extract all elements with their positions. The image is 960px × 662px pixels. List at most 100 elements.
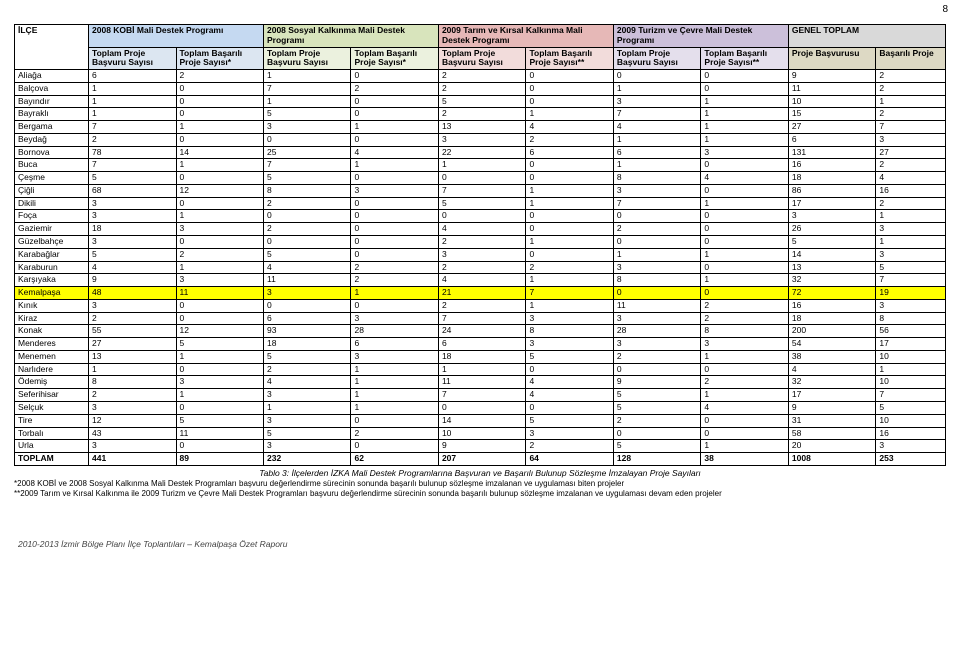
row-label: Kemalpaşa bbox=[15, 287, 89, 300]
row-label: Çeşme bbox=[15, 172, 89, 185]
cell: 2 bbox=[526, 440, 613, 453]
cell: 5 bbox=[613, 389, 700, 402]
cell: 3 bbox=[876, 440, 946, 453]
cell: 13 bbox=[89, 350, 176, 363]
cell: 1 bbox=[176, 389, 263, 402]
row-label: Karşıyaka bbox=[15, 274, 89, 287]
cell: 58 bbox=[788, 427, 875, 440]
table-row: Bayraklı10502171152 bbox=[15, 108, 946, 121]
cell: 0 bbox=[613, 287, 700, 300]
row-label: Karabağlar bbox=[15, 248, 89, 261]
cell: 8 bbox=[263, 184, 350, 197]
cell: 13 bbox=[438, 121, 525, 134]
cell: 0 bbox=[176, 299, 263, 312]
table-row: Gaziemir183204020263 bbox=[15, 223, 946, 236]
cell: 0 bbox=[438, 210, 525, 223]
cell: 7 bbox=[263, 159, 350, 172]
row-label: Kınık bbox=[15, 299, 89, 312]
cell: 1 bbox=[701, 274, 788, 287]
cell: 1 bbox=[351, 121, 438, 134]
cell: 4 bbox=[876, 172, 946, 185]
cell: 3 bbox=[613, 338, 700, 351]
cell: 2 bbox=[176, 70, 263, 83]
row-label: TOPLAM bbox=[15, 453, 89, 466]
cell: 3 bbox=[351, 184, 438, 197]
cell: 11 bbox=[176, 287, 263, 300]
row-label: Bergama bbox=[15, 121, 89, 134]
table-row: Kınık300021112163 bbox=[15, 299, 946, 312]
cell: 3 bbox=[438, 248, 525, 261]
cell: 6 bbox=[788, 133, 875, 146]
cell: 0 bbox=[351, 70, 438, 83]
table-row: Selçuk3011005495 bbox=[15, 401, 946, 414]
cell: 1 bbox=[526, 197, 613, 210]
cell: 441 bbox=[89, 453, 176, 466]
cell: 20 bbox=[788, 440, 875, 453]
page-content: İLÇE 2008 KOBİ Mali Destek Programı 2008… bbox=[0, 0, 960, 553]
cell: 0 bbox=[263, 133, 350, 146]
header-row-groups: İLÇE 2008 KOBİ Mali Destek Programı 2008… bbox=[15, 25, 946, 48]
cell: 2 bbox=[701, 299, 788, 312]
group-header: 2009 Tarım ve Kırsal Kalkınma Mali Deste… bbox=[438, 25, 613, 48]
cell: 2 bbox=[876, 108, 946, 121]
cell: 19 bbox=[876, 287, 946, 300]
cell: 1 bbox=[351, 287, 438, 300]
row-label: Menemen bbox=[15, 350, 89, 363]
cell: 2 bbox=[89, 389, 176, 402]
row-label: Beydağ bbox=[15, 133, 89, 146]
cell: 2 bbox=[438, 108, 525, 121]
cell: 0 bbox=[351, 414, 438, 427]
cell: 3 bbox=[176, 274, 263, 287]
footnote: **2009 Tarım ve Kırsal Kalkınma ile 2009… bbox=[14, 489, 946, 499]
cell: 1 bbox=[613, 248, 700, 261]
cell: 5 bbox=[176, 338, 263, 351]
cell: 5 bbox=[526, 414, 613, 427]
cell: 0 bbox=[701, 159, 788, 172]
row-label: Karaburun bbox=[15, 261, 89, 274]
cell: 0 bbox=[526, 401, 613, 414]
cell: 5 bbox=[263, 108, 350, 121]
sub-header: Başarılı Proje bbox=[876, 47, 946, 70]
cell: 3 bbox=[89, 197, 176, 210]
cell: 3 bbox=[351, 312, 438, 325]
cell: 5 bbox=[263, 427, 350, 440]
cell: 7 bbox=[89, 159, 176, 172]
cell: 2 bbox=[89, 312, 176, 325]
cell: 4 bbox=[89, 261, 176, 274]
group-header: 2008 KOBİ Mali Destek Programı bbox=[89, 25, 264, 48]
cell: 7 bbox=[613, 108, 700, 121]
sub-header: Toplam Başarılı Proje Sayısı* bbox=[351, 47, 438, 70]
row-label: Seferihisar bbox=[15, 389, 89, 402]
table-row: Karaburun41422230135 bbox=[15, 261, 946, 274]
cell: 55 bbox=[89, 325, 176, 338]
cell: 14 bbox=[788, 248, 875, 261]
group-header: 2008 Sosyal Kalkınma Mali Destek Program… bbox=[263, 25, 438, 48]
row-label: Tire bbox=[15, 414, 89, 427]
cell: 32 bbox=[788, 274, 875, 287]
cell: 4 bbox=[526, 389, 613, 402]
cell: 1 bbox=[876, 363, 946, 376]
table-row: Foça3100000031 bbox=[15, 210, 946, 223]
table-row: Buca71711010162 bbox=[15, 159, 946, 172]
cell: 2 bbox=[263, 363, 350, 376]
cell: 54 bbox=[788, 338, 875, 351]
cell: 28 bbox=[613, 325, 700, 338]
cell: 4 bbox=[526, 121, 613, 134]
cell: 253 bbox=[876, 453, 946, 466]
row-label: Selçuk bbox=[15, 401, 89, 414]
row-label: Foça bbox=[15, 210, 89, 223]
cell: 3 bbox=[613, 312, 700, 325]
cell: 0 bbox=[176, 133, 263, 146]
cell: 232 bbox=[263, 453, 350, 466]
cell: 1 bbox=[89, 95, 176, 108]
sub-header: Toplam Başarılı Proje Sayısı* bbox=[176, 47, 263, 70]
cell: 0 bbox=[176, 440, 263, 453]
cell: 1 bbox=[89, 108, 176, 121]
cell: 4 bbox=[701, 172, 788, 185]
cell: 3 bbox=[701, 146, 788, 159]
cell: 18 bbox=[89, 223, 176, 236]
cell: 89 bbox=[176, 453, 263, 466]
cell: 1 bbox=[701, 350, 788, 363]
cell: 2 bbox=[613, 414, 700, 427]
cell: 43 bbox=[89, 427, 176, 440]
